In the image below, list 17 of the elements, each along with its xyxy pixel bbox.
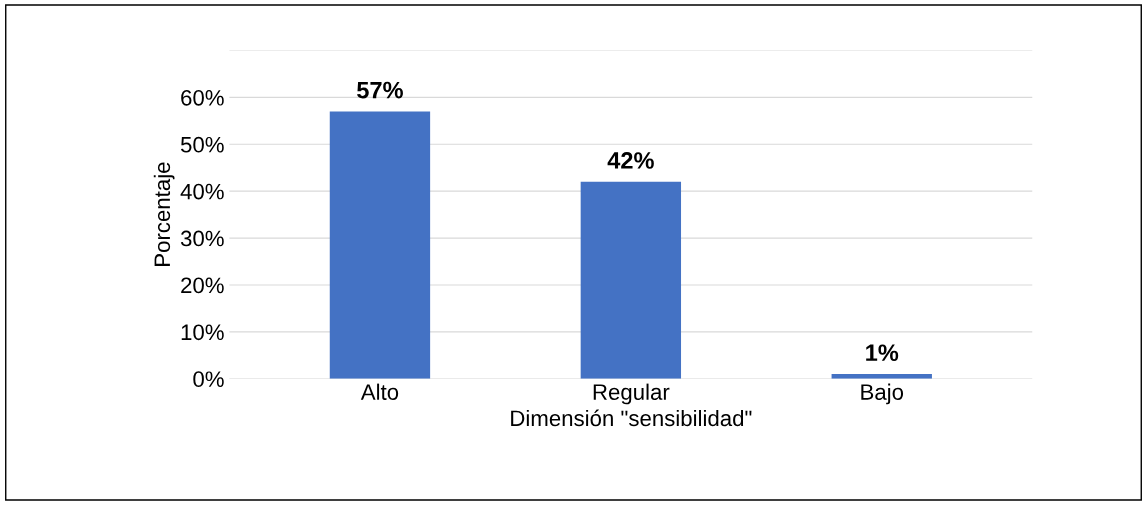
x-tick-label: Regular [593, 383, 670, 405]
y-tick-label: 60% [181, 89, 224, 106]
bar [580, 181, 682, 379]
x-tick-label: Bajo [861, 383, 904, 405]
y-tick-label: 20% [181, 277, 224, 294]
bar [329, 111, 431, 379]
y-axis-title: Porcentaje [153, 162, 175, 266]
data-label: 42% [607, 152, 654, 169]
x-tick-label: Alto [360, 383, 399, 400]
data-label: 1% [866, 344, 899, 362]
y-tick-label: 50% [180, 136, 224, 153]
x-axis-title: Dimensión "sensibilidad" [511, 409, 752, 427]
data-label: 57% [357, 81, 403, 99]
y-tick-label: 40% [180, 183, 224, 200]
y-tick-label: 10% [181, 324, 224, 341]
y-tick-label: 30% [180, 230, 224, 247]
y-tick-label: 0% [193, 371, 224, 388]
